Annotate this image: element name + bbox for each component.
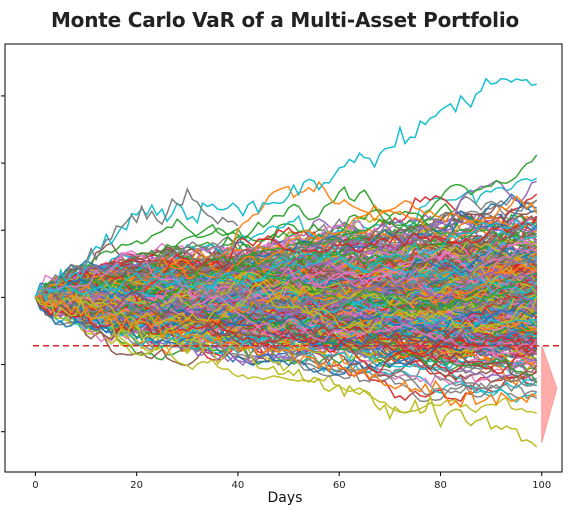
simulated-path xyxy=(34,266,538,317)
x-tick-label: 100 xyxy=(532,480,551,491)
highlighted-path xyxy=(34,296,538,448)
simulated-path xyxy=(35,296,537,414)
x-tick-label: 0 xyxy=(32,480,38,491)
simulated-path xyxy=(35,294,537,352)
simulated-path xyxy=(34,215,538,303)
highlighted-path xyxy=(35,292,537,408)
simulated-path xyxy=(34,283,538,334)
simulated-path xyxy=(35,289,538,357)
simulated-path xyxy=(34,247,537,322)
simulated-path xyxy=(34,216,538,301)
simulated-path xyxy=(34,251,538,351)
simulated-path xyxy=(34,265,538,307)
simulated-path xyxy=(35,278,538,339)
plot-frame xyxy=(4,43,563,473)
y-axis-ticks xyxy=(1,95,5,433)
chart-title: Monte Carlo VaR of a Multi-Asset Portfol… xyxy=(50,8,520,32)
highlighted-path xyxy=(35,186,239,299)
simulated-path xyxy=(35,247,538,312)
x-axis-label: Days xyxy=(267,490,303,506)
terminal-distribution xyxy=(541,345,558,443)
simulated-paths xyxy=(34,154,538,414)
simulated-path xyxy=(35,255,537,319)
x-tick-label: 20 xyxy=(130,480,143,491)
simulated-path xyxy=(35,180,537,303)
simulated-path xyxy=(34,217,538,299)
x-tick-label: 80 xyxy=(434,480,447,491)
simulated-path xyxy=(34,289,538,329)
x-tick-label: 40 xyxy=(232,480,245,491)
x-tick-label: 60 xyxy=(333,480,346,491)
simulated-path xyxy=(34,180,537,302)
simulated-path xyxy=(34,296,537,376)
highlighted-paths xyxy=(34,77,538,448)
highlighted-path xyxy=(34,77,537,303)
x-axis-ticks: 0 20 40 60 80 100 xyxy=(32,472,551,491)
